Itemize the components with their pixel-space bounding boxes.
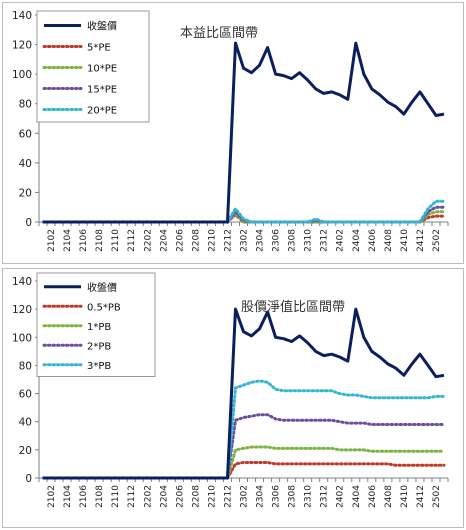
y-tick-label: 40 (19, 417, 32, 429)
series-line-收盤價 (43, 307, 445, 480)
legend-label: 收盤價 (87, 281, 117, 294)
x-tick-label: 2202 (143, 485, 153, 508)
x-tick-label: 2410 (400, 485, 410, 508)
y-tick-label: 80 (19, 360, 32, 372)
x-tick-label: 2408 (384, 485, 394, 508)
x-tick-label: 2104 (63, 485, 73, 508)
y-tick-label: 0 (25, 217, 32, 229)
series-line-收盤價 (43, 41, 445, 224)
x-tick-label: 2102 (47, 229, 57, 252)
y-tick-label: 100 (12, 69, 32, 81)
x-tick-label: 2410 (400, 229, 410, 252)
x-tick-label: 2112 (127, 485, 137, 508)
x-tick-label: 2206 (175, 229, 185, 252)
pb-band-chart: 0 20 40 60 80 100 120 140 2102 2104 2106 2108 2110 21… (12, 272, 449, 508)
legend-label: 15*PE (87, 85, 117, 96)
x-tick-label: 2110 (111, 485, 121, 508)
x-tick-label: 2302 (240, 229, 250, 252)
x-tick-label: 2412 (416, 485, 426, 508)
x-tick-label: 2302 (240, 485, 250, 508)
x-tick-label: 2208 (191, 229, 201, 252)
x-tick-label: 2402 (336, 485, 346, 508)
x-tick-label: 2306 (272, 485, 282, 508)
legend-label: 0.5*PB (87, 302, 121, 313)
pe-band-chart-panel: 0 20 40 60 80 100 120 140 2102 2104 2106 2108 2110 21… (2, 2, 464, 264)
y-tick-label: 120 (12, 304, 32, 316)
y-tick-label: 60 (19, 389, 32, 401)
series-line-20*PE (41, 199, 446, 224)
x-tick-label: 2212 (223, 485, 233, 508)
y-tick-label: 40 (19, 158, 32, 170)
x-tick-label: 2204 (159, 229, 169, 252)
series-line-0.5*PB (41, 461, 446, 480)
x-tick-label: 2102 (47, 485, 57, 508)
x-tick-label: 2104 (63, 229, 73, 252)
legend-label: 收盤價 (87, 20, 117, 33)
x-tick-label: 2106 (79, 229, 89, 252)
chart-title: 股價淨值比區間帶 (241, 299, 345, 315)
legend-label: 2*PB (87, 341, 111, 352)
y-tick-label: 100 (12, 332, 32, 344)
y-tick-label: 20 (19, 187, 32, 199)
legend-label: 5*PE (87, 43, 111, 54)
y-tick-label: 0 (25, 473, 32, 485)
legend-label: 20*PE (87, 106, 117, 117)
x-tick-label: 2306 (272, 229, 282, 252)
x-tick-label: 2312 (320, 485, 330, 508)
y-tick-label: 80 (19, 99, 32, 111)
x-tick-label: 2412 (416, 229, 426, 252)
x-tick-label: 2502 (432, 485, 442, 508)
x-tick-label: 2210 (207, 485, 217, 508)
x-tick-label: 2210 (207, 229, 217, 252)
x-tick-label: 2402 (336, 229, 346, 252)
legend-label: 3*PB (87, 361, 111, 372)
x-tick-label: 2202 (143, 229, 153, 252)
y-tick-label: 140 (12, 276, 32, 288)
legend-label: 1*PB (87, 322, 111, 333)
x-tick-label: 2406 (368, 485, 378, 508)
y-tick-label: 20 (19, 445, 32, 457)
x-tick-label: 2502 (432, 229, 442, 252)
x-tick-label: 2110 (111, 229, 121, 252)
x-tick-label: 2108 (95, 229, 105, 252)
x-tick-label: 2404 (352, 229, 362, 252)
x-tick-label: 2212 (223, 229, 233, 252)
y-tick-label: 140 (12, 10, 32, 22)
x-tick-label: 2106 (79, 485, 89, 508)
chart-title: 本益比區間帶 (180, 26, 258, 41)
y-tick-label: 60 (19, 128, 32, 140)
x-tick-label: 2304 (256, 229, 266, 252)
x-tick-label: 2310 (304, 229, 314, 252)
x-tick-label: 2406 (368, 229, 378, 252)
legend-label: 10*PE (87, 64, 117, 75)
x-tick-label: 2206 (175, 485, 185, 508)
pe-band-chart: 0 20 40 60 80 100 120 140 2102 2104 2106 2108 2110 21… (12, 10, 449, 252)
x-tick-label: 2308 (288, 229, 298, 252)
x-tick-label: 2208 (191, 485, 201, 508)
x-tick-label: 2404 (352, 485, 362, 508)
y-tick-label: 120 (12, 40, 32, 52)
x-tick-label: 2204 (159, 485, 169, 508)
legend-box (36, 10, 150, 123)
x-tick-label: 2310 (304, 485, 314, 508)
x-tick-label: 2308 (288, 485, 298, 508)
x-tick-label: 2304 (256, 485, 266, 508)
x-tick-label: 2108 (95, 485, 105, 508)
x-tick-label: 2312 (320, 229, 330, 252)
x-tick-label: 2408 (384, 229, 394, 252)
series-line-2*PB (41, 413, 446, 480)
x-tick-label: 2112 (127, 229, 137, 252)
pb-band-chart-panel: 0 20 40 60 80 100 120 140 2102 2104 2106 2108 2110 21… (2, 268, 464, 528)
